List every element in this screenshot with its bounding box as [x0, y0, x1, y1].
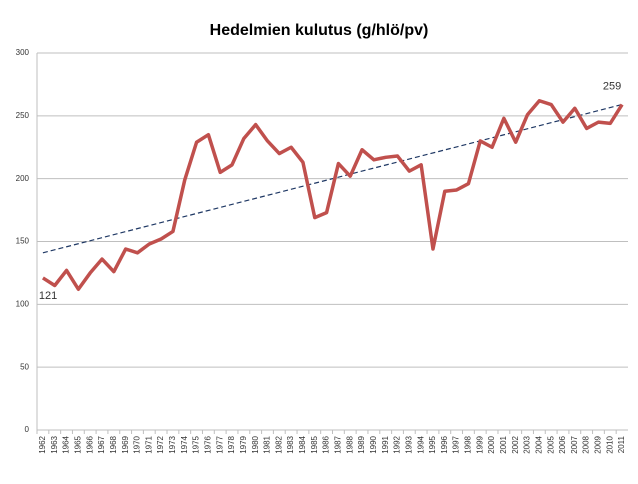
x-tick-label: 1973	[168, 435, 177, 453]
x-tick-label: 1993	[404, 435, 413, 453]
x-tick-label: 1967	[97, 435, 106, 453]
x-tick-label: 1998	[464, 435, 473, 453]
x-tick-label: 2011	[617, 435, 626, 453]
x-tick-label: 1968	[109, 435, 118, 453]
x-tick-label: 2003	[523, 435, 532, 453]
x-tick-label: 2001	[499, 435, 508, 453]
x-tick-label: 1979	[239, 435, 248, 453]
x-tick-label: 1996	[440, 435, 449, 453]
x-tick-label: 1980	[251, 435, 260, 453]
x-tick-label: 1994	[416, 435, 425, 453]
y-tick-label: 50	[20, 362, 29, 371]
x-tick-label: 1985	[310, 435, 319, 453]
x-tick-label: 2008	[582, 435, 591, 453]
x-tick-label: 2009	[594, 435, 603, 453]
x-tick-label: 1963	[50, 435, 59, 453]
y-tick-label: 200	[16, 174, 30, 183]
x-tick-label: 1976	[203, 435, 212, 453]
x-tick-label: 1969	[121, 435, 130, 453]
x-tick-label: 1970	[133, 435, 142, 453]
chart-title: Hedelmien kulutus (g/hlö/pv)	[210, 22, 429, 39]
x-tick-label: 1981	[263, 435, 272, 453]
x-tick-label: 1962	[38, 435, 47, 453]
x-tick-label: 2007	[570, 435, 579, 453]
x-tick-label: 1982	[274, 435, 283, 453]
x-tick-label: 1977	[215, 435, 224, 453]
x-tick-label: 1971	[144, 435, 153, 453]
data-line	[41, 99, 624, 292]
x-tick-label: 1990	[369, 435, 378, 453]
x-tick-label: 1988	[345, 435, 354, 453]
x-tick-label: 1974	[180, 435, 189, 453]
x-tick-label: 1984	[298, 435, 307, 453]
x-tick-label: 1992	[393, 435, 402, 453]
y-tick-label: 100	[16, 299, 30, 308]
x-tick-label: 1966	[85, 435, 94, 453]
data-label: 121	[39, 290, 57, 302]
x-tick-label: 1987	[334, 435, 343, 453]
y-tick-label: 300	[16, 48, 30, 57]
x-tick-label: 1986	[322, 435, 331, 453]
x-tick-label: 2005	[546, 435, 555, 453]
y-tick-label: 0	[25, 425, 30, 434]
trend-line	[42, 103, 623, 254]
x-tick-label: 1965	[73, 435, 82, 453]
x-tick-label: 1991	[381, 435, 390, 453]
x-tick-label: 1995	[428, 435, 437, 453]
x-tick-label: 2000	[487, 435, 496, 453]
x-tick-label: 1972	[156, 435, 165, 453]
x-tick-label: 2006	[558, 435, 567, 453]
x-tick-label: 1999	[475, 435, 484, 453]
x-tick-label: 1997	[452, 435, 461, 453]
x-tick-label: 1964	[62, 435, 71, 453]
x-tick-label: 1975	[192, 435, 201, 453]
x-tick-label: 1978	[227, 435, 236, 453]
x-tick-label: 2010	[605, 435, 614, 453]
data-label: 259	[603, 80, 621, 92]
y-tick-label: 250	[16, 111, 30, 120]
x-tick-label: 1983	[286, 435, 295, 453]
x-tick-label: 1989	[357, 435, 366, 453]
x-tick-label: 2004	[534, 435, 543, 453]
y-tick-label: 150	[16, 237, 30, 246]
x-tick-label: 2002	[511, 435, 520, 453]
